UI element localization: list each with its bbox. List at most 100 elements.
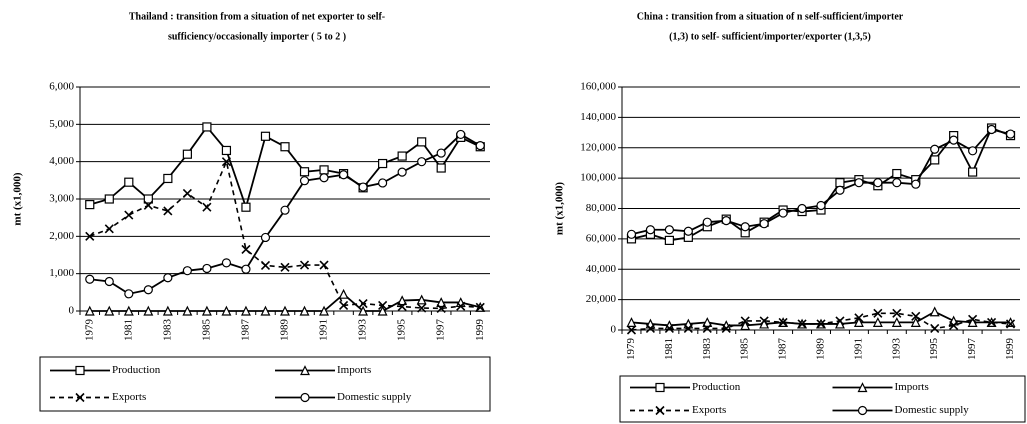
marker bbox=[143, 305, 154, 316]
marker bbox=[339, 300, 349, 310]
marker bbox=[299, 176, 310, 186]
marker bbox=[968, 146, 978, 156]
y-tick-label: 5,000 bbox=[49, 118, 74, 130]
x-tick-label: 1995 bbox=[928, 338, 940, 361]
marker bbox=[104, 224, 114, 234]
y-tick-label: 100,000 bbox=[580, 172, 616, 184]
marker bbox=[143, 285, 153, 295]
marker bbox=[182, 266, 192, 276]
marker bbox=[702, 317, 713, 328]
marker bbox=[949, 135, 959, 145]
marker bbox=[853, 317, 864, 328]
x-tick-label: 1999 bbox=[474, 319, 486, 342]
marker bbox=[240, 305, 251, 316]
marker bbox=[104, 194, 114, 204]
x-tick-label: 1985 bbox=[200, 319, 212, 342]
marker bbox=[241, 202, 251, 212]
marker bbox=[75, 365, 85, 376]
marker bbox=[854, 313, 864, 323]
y-tick-label: 120,000 bbox=[580, 141, 616, 153]
marker bbox=[300, 365, 310, 376]
marker bbox=[104, 276, 114, 287]
marker bbox=[416, 294, 427, 305]
marker bbox=[910, 317, 921, 328]
x-tick-label: 1985 bbox=[739, 338, 751, 361]
y-axis-label: mt (x1,000) bbox=[554, 182, 566, 235]
marker bbox=[655, 382, 665, 393]
marker bbox=[759, 316, 769, 326]
marker bbox=[299, 167, 310, 177]
chart-title: Thailand : transition from a situation o… bbox=[129, 11, 385, 22]
marker bbox=[456, 129, 466, 140]
marker bbox=[299, 260, 310, 270]
series-line bbox=[631, 126, 1011, 242]
marker bbox=[626, 317, 637, 328]
marker bbox=[778, 317, 788, 327]
marker bbox=[930, 155, 940, 165]
marker bbox=[84, 305, 95, 316]
marker bbox=[436, 303, 446, 313]
marker bbox=[397, 295, 408, 306]
marker bbox=[417, 157, 427, 167]
marker bbox=[163, 173, 173, 184]
marker bbox=[221, 157, 231, 167]
marker bbox=[930, 144, 940, 154]
y-tick-label: 0 bbox=[69, 305, 75, 317]
marker bbox=[358, 305, 369, 316]
marker bbox=[319, 165, 329, 175]
marker bbox=[949, 320, 959, 331]
marker bbox=[1005, 319, 1016, 329]
y-tick-label: 2,000 bbox=[49, 230, 74, 242]
x-tick-label: 1993 bbox=[890, 338, 902, 361]
marker bbox=[221, 145, 232, 156]
x-tick-label: 1989 bbox=[815, 338, 827, 361]
marker bbox=[645, 225, 656, 235]
y-tick-label: 80,000 bbox=[586, 202, 617, 214]
x-tick-label: 1995 bbox=[396, 319, 408, 342]
marker bbox=[378, 300, 388, 310]
marker bbox=[182, 188, 192, 198]
marker bbox=[968, 314, 978, 324]
marker bbox=[75, 392, 85, 403]
marker bbox=[338, 288, 349, 299]
x-tick-label: 1999 bbox=[1004, 338, 1016, 361]
y-tick-label: 4,000 bbox=[49, 155, 74, 167]
marker bbox=[241, 244, 251, 254]
marker bbox=[162, 305, 173, 316]
marker bbox=[397, 301, 407, 312]
chart-title: sufficiency/occasionally importer ( 5 to… bbox=[168, 31, 346, 42]
marker bbox=[797, 319, 807, 329]
marker bbox=[143, 194, 153, 204]
marker bbox=[835, 178, 845, 188]
marker bbox=[377, 305, 388, 316]
marker bbox=[85, 274, 95, 284]
marker bbox=[778, 208, 788, 218]
legend-label: Domestic supply bbox=[337, 391, 412, 403]
marker bbox=[358, 182, 368, 192]
marker bbox=[986, 124, 997, 135]
marker bbox=[260, 131, 271, 141]
marker bbox=[892, 168, 902, 179]
marker bbox=[968, 167, 978, 177]
marker bbox=[378, 158, 388, 169]
marker bbox=[873, 308, 883, 318]
marker bbox=[702, 217, 712, 227]
y-tick-label: 160,000 bbox=[580, 81, 616, 93]
marker bbox=[987, 317, 997, 327]
marker bbox=[221, 305, 232, 316]
marker bbox=[338, 170, 349, 180]
x-tick-label: 1979 bbox=[625, 338, 637, 361]
marker bbox=[740, 320, 751, 331]
marker bbox=[397, 151, 407, 161]
chart-title: China : transition from a situation of n… bbox=[637, 11, 904, 22]
marker bbox=[280, 262, 290, 272]
marker bbox=[182, 305, 193, 316]
marker bbox=[930, 323, 940, 334]
x-tick-label: 1983 bbox=[161, 319, 173, 342]
marker bbox=[143, 200, 153, 210]
chart-title: (1,3) to self- sufficient/importer/expor… bbox=[669, 31, 871, 42]
marker bbox=[319, 305, 330, 316]
marker bbox=[260, 232, 271, 243]
marker bbox=[721, 216, 731, 226]
